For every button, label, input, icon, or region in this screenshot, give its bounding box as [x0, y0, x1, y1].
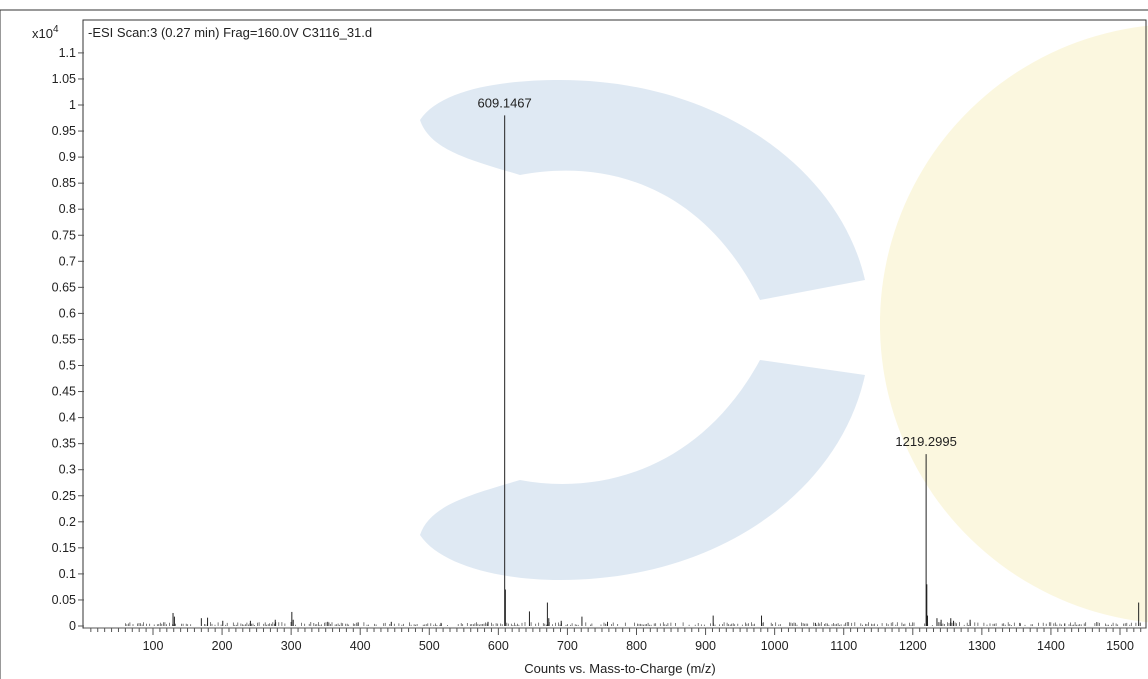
- y-tick-label-20: 1: [69, 98, 76, 112]
- x-tick-label-10: 1100: [830, 639, 857, 653]
- x-tick-label-2: 300: [281, 639, 302, 653]
- y-tick-label-16: 0.8: [59, 202, 76, 216]
- x-tick-label-6: 700: [557, 639, 578, 653]
- x-tick-label-11: 1200: [899, 639, 927, 653]
- y-tick-label-2: 0.1: [59, 567, 76, 581]
- chart-title: -ESI Scan:3 (0.27 min) Frag=160.0V C3116…: [88, 25, 372, 40]
- x-tick-label-9: 1000: [761, 639, 789, 653]
- y-tick-label-3: 0.15: [52, 541, 76, 555]
- x-tick-label-4: 500: [419, 639, 440, 653]
- y-multiplier: x104: [32, 24, 59, 41]
- y-tick-label-7: 0.35: [52, 437, 76, 451]
- peak-label-0: 609.1467: [478, 95, 532, 110]
- y-tick-label-17: 0.85: [52, 176, 76, 190]
- y-tick-label-11: 0.55: [52, 332, 76, 346]
- y-axis: 0 0.05 0.1 0.15 0.2 0.25 0.3 0.35 0.4 0.45 0.5 0.55…: [52, 46, 84, 633]
- y-tick-label-6: 0.3: [59, 463, 76, 477]
- y-tick-label-9: 0.45: [52, 385, 76, 399]
- x-tick-label-0: 100: [143, 639, 164, 653]
- y-tick-label-21: 1.05: [52, 72, 76, 86]
- x-tick-label-8: 900: [695, 639, 716, 653]
- x-axis: 100 200 300 400 500 600 700 800 900 1000 1100 1200 1…: [84, 627, 1146, 653]
- noise-sticks: [125, 622, 1141, 626]
- y-tick-label-22: 1.1: [59, 46, 76, 60]
- y-tick-label-4: 0.2: [59, 515, 76, 529]
- watermark-blue-bottom: [420, 360, 865, 580]
- y-tick-label-15: 0.75: [52, 228, 76, 242]
- y-tick-label-14: 0.7: [59, 254, 76, 268]
- x-axis-label: Counts vs. Mass-to-Charge (m/z): [524, 661, 715, 676]
- watermark-yellow-ring: [880, 25, 1148, 623]
- y-tick-label-10: 0.5: [59, 359, 76, 373]
- y-tick-label-5: 0.25: [52, 489, 76, 503]
- peak-labels-layer: 609.1467 1219.2995: [478, 95, 957, 449]
- y-tick-label-18: 0.9: [59, 150, 76, 164]
- watermark-blue-top: [420, 80, 865, 300]
- y-tick-label-13: 0.65: [52, 280, 76, 294]
- x-tick-label-1: 200: [212, 639, 233, 653]
- header-band: [0, 0, 1148, 10]
- y-tick-label-0: 0: [69, 619, 76, 633]
- baseline-noise: [125, 622, 1141, 626]
- x-tick-label-14: 1500: [1106, 639, 1134, 653]
- peak-label-1: 1219.2995: [895, 434, 956, 449]
- x-tick-label-3: 400: [350, 639, 371, 653]
- y-tick-label-1: 0.05: [52, 593, 76, 607]
- y-tick-label-19: 0.95: [52, 124, 76, 138]
- y-tick-label-8: 0.4: [59, 411, 76, 425]
- x-tick-label-12: 1300: [968, 639, 996, 653]
- x-tick-label-7: 800: [626, 639, 647, 653]
- peaks-layer: [172, 115, 1140, 626]
- x-tick-label-13: 1400: [1037, 639, 1065, 653]
- x-tick-label-5: 600: [488, 639, 509, 653]
- watermark-logo: [387, 25, 1148, 623]
- y-tick-label-12: 0.6: [59, 306, 76, 320]
